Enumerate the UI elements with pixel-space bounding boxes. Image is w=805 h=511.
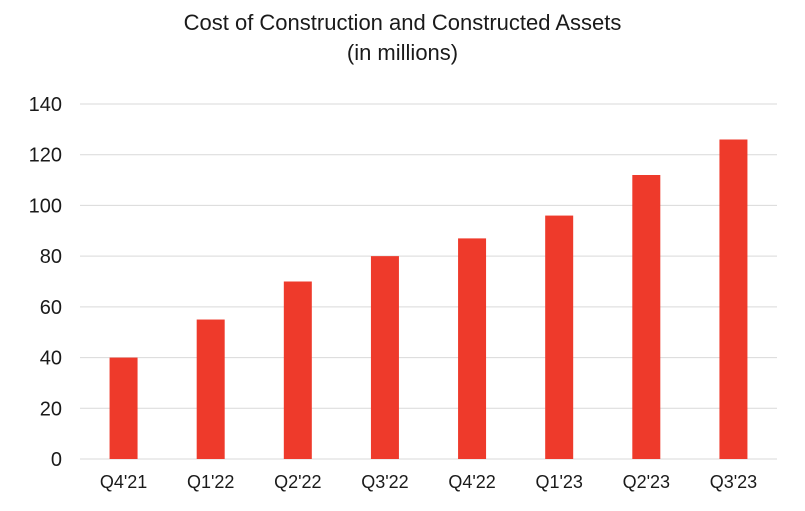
bar [545, 215, 574, 459]
y-tick-label: 40 [40, 348, 62, 370]
chart-subtitle: (in millions) [346, 40, 459, 65]
x-tick-label: Q3'22 [361, 472, 408, 492]
x-tick-label: Q2'23 [623, 472, 670, 492]
x-tick-label: Q4'21 [100, 472, 147, 492]
x-tick-label: Q1'23 [535, 472, 582, 492]
bar [719, 139, 748, 459]
y-tick-label: 140 [29, 94, 62, 116]
y-tick-label: 100 [29, 195, 62, 217]
y-tick-label: 120 [29, 145, 62, 167]
x-tick-label: Q3'23 [710, 472, 757, 492]
chart-title: Cost of Construction and Constructed Ass… [183, 10, 622, 35]
x-tick-label: Q4'22 [448, 472, 495, 492]
bar [283, 281, 312, 459]
y-tick-label: 0 [51, 449, 62, 471]
y-tick-label: 20 [40, 398, 62, 420]
bar [196, 319, 225, 459]
bar [632, 175, 661, 459]
y-tick-label: 80 [40, 246, 62, 268]
bar [109, 357, 138, 459]
bar [370, 256, 399, 459]
y-tick-label: 60 [40, 297, 62, 319]
x-tick-label: Q1'22 [187, 472, 234, 492]
bar [458, 238, 487, 459]
x-tick-label: Q2'22 [274, 472, 321, 492]
